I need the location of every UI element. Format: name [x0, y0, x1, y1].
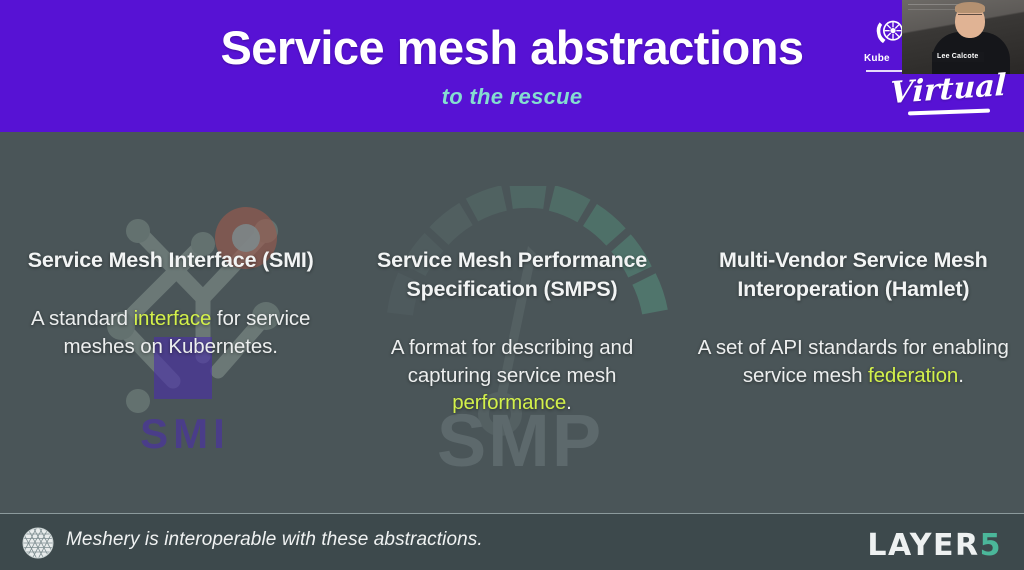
description-highlight: performance	[452, 391, 567, 415]
layer5-logo: LAYER5	[867, 528, 1002, 563]
column-description: A format for describing and capturing se…	[355, 334, 668, 417]
smi-watermark-label: SMI	[140, 410, 230, 457]
event-rule	[866, 70, 920, 72]
column-title: Service Mesh Performance Specification (…	[376, 248, 648, 302]
video-background-line-2	[908, 9, 970, 10]
meshery-geodesic-icon	[22, 527, 54, 559]
column-title: Service Mesh Interface (SMI)	[27, 248, 314, 272]
column-title: Multi-Vendor Service Mesh Interoperation…	[719, 248, 988, 302]
description-post: .	[958, 363, 964, 387]
layer5-logo-suffix: 5	[979, 528, 1002, 563]
column-smps: Service Mesh Performance Specification (…	[341, 246, 682, 417]
description-pre: A format for describing and capturing se…	[390, 336, 634, 387]
layer5-logo-prefix: LAYER	[867, 528, 980, 563]
speaker-name-tag: Lee Calcote	[932, 52, 984, 62]
speaker-glasses-icon	[958, 14, 982, 21]
event-modifier-underline	[907, 108, 991, 116]
conference-overlay: Kube Lee Calcote Virtual	[860, 0, 1024, 130]
slide-subtitle: to the rescue	[441, 84, 583, 109]
smi-accent-circle-core	[232, 224, 260, 252]
description-pre: A set of API standards for enabling serv…	[697, 336, 1009, 387]
description-highlight: interface	[133, 307, 212, 331]
kubecon-helm-icon	[876, 20, 903, 44]
event-name: Kube	[864, 53, 890, 64]
column-smi: Service Mesh Interface (SMI) A standard …	[0, 246, 341, 417]
footer-tagline: Meshery is interoperable with these abst…	[66, 529, 483, 550]
description-highlight: federation	[868, 363, 959, 387]
smp-watermark-label: SMP	[436, 399, 604, 482]
slide-title: Service mesh abstractions	[220, 21, 804, 74]
speaker-video-tile[interactable]: Lee Calcote	[902, 0, 1024, 74]
event-modifier: Virtual	[889, 67, 1007, 112]
slide-footer: Meshery is interoperable with these abst…	[0, 513, 1024, 570]
description-post: .	[566, 391, 572, 415]
smi-watermark-square	[154, 337, 212, 399]
description-post: for service meshes on Kubernetes.	[63, 307, 311, 358]
abstractions-columns: Service Mesh Interface (SMI) A standard …	[0, 246, 1024, 417]
speaker-hair	[955, 2, 985, 13]
column-description: A standard interface for service meshes …	[14, 305, 327, 360]
column-hamlet: Multi-Vendor Service Mesh Interoperation…	[683, 246, 1024, 417]
slide-header: Service mesh abstractions to the rescue	[0, 0, 1024, 132]
description-pre: A standard	[30, 307, 134, 331]
video-background-line	[908, 4, 970, 5]
column-description: A set of API standards for enabling serv…	[697, 334, 1010, 389]
